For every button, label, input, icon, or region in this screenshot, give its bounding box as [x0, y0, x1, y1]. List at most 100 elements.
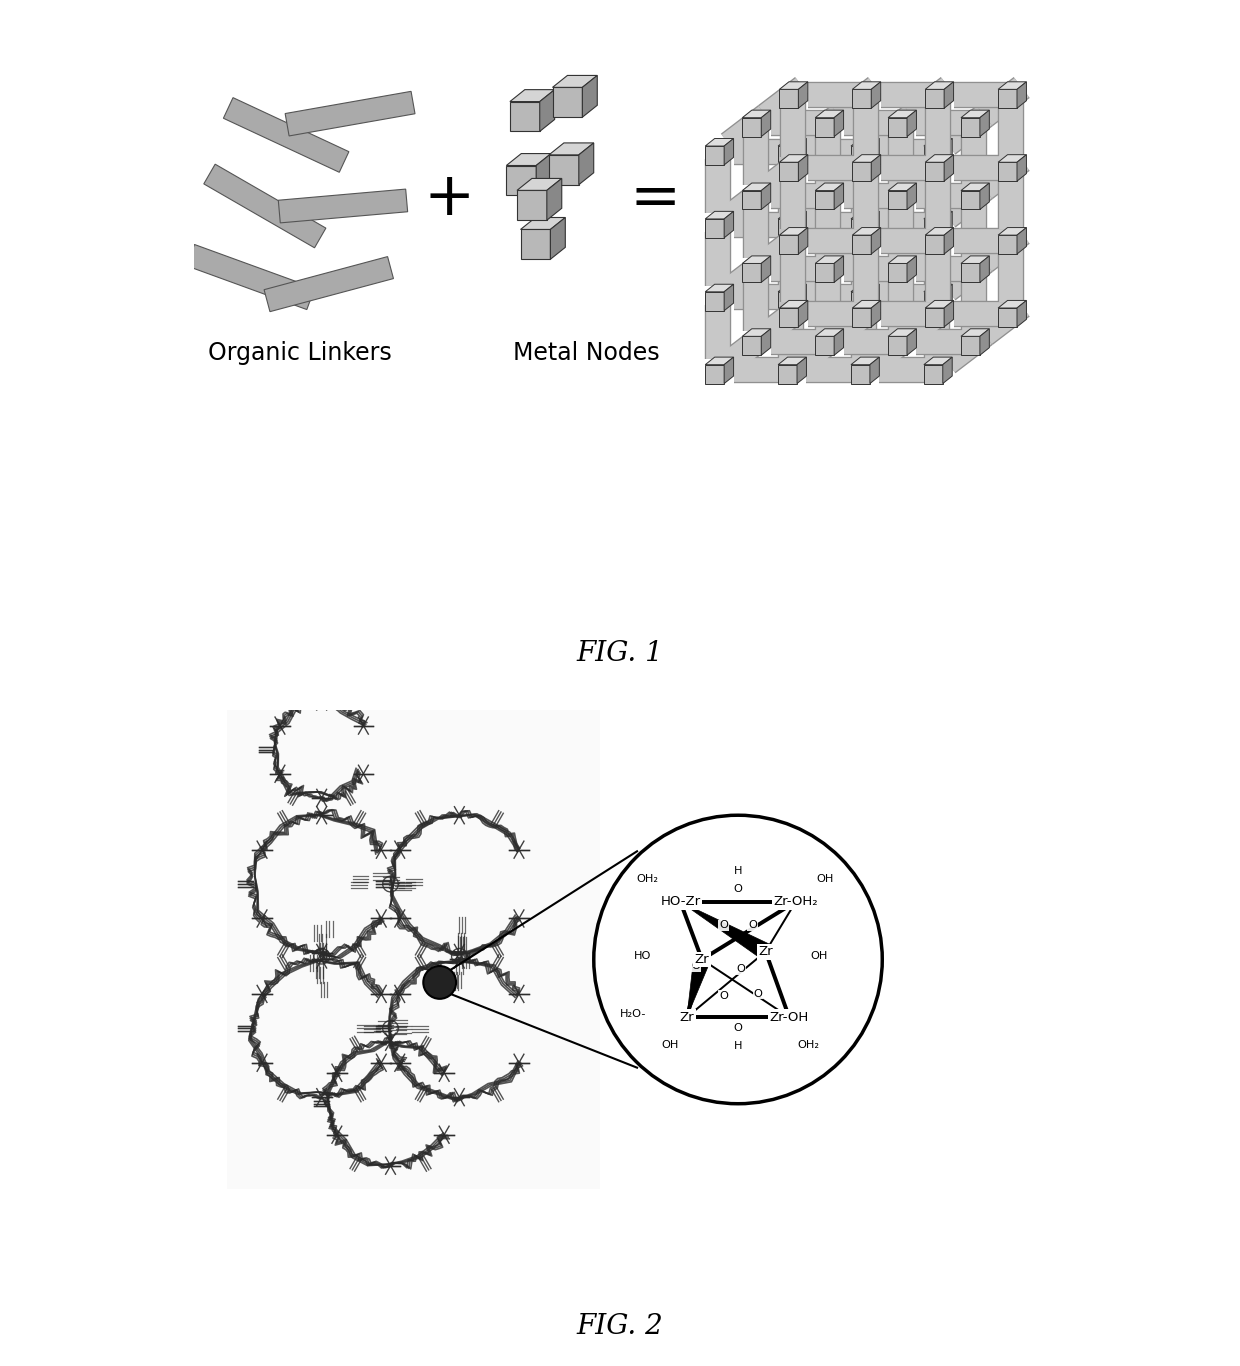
- Polygon shape: [743, 117, 761, 137]
- Polygon shape: [906, 183, 916, 209]
- Polygon shape: [706, 138, 734, 146]
- Polygon shape: [835, 329, 843, 355]
- Text: Organic Linkers: Organic Linkers: [208, 342, 392, 365]
- Text: +: +: [424, 169, 475, 228]
- Text: FIG. 1: FIG. 1: [577, 641, 663, 667]
- Polygon shape: [888, 264, 906, 283]
- Polygon shape: [506, 165, 536, 195]
- Polygon shape: [779, 292, 797, 310]
- Polygon shape: [872, 82, 880, 108]
- Polygon shape: [706, 292, 724, 310]
- Polygon shape: [1017, 82, 1027, 108]
- Polygon shape: [815, 264, 835, 283]
- Text: OH: OH: [662, 1040, 680, 1049]
- Polygon shape: [549, 143, 594, 154]
- Text: Metal Nodes: Metal Nodes: [513, 342, 660, 365]
- Text: O: O: [734, 1023, 743, 1033]
- Polygon shape: [510, 90, 554, 101]
- Text: HO: HO: [635, 951, 652, 962]
- Text: FIG. 2: FIG. 2: [577, 1313, 663, 1340]
- Polygon shape: [872, 228, 880, 254]
- Polygon shape: [924, 292, 942, 310]
- Polygon shape: [203, 164, 326, 247]
- Polygon shape: [743, 336, 761, 355]
- Polygon shape: [815, 111, 843, 117]
- Polygon shape: [942, 284, 952, 310]
- Text: Zr-OH₂: Zr-OH₂: [774, 895, 818, 908]
- Polygon shape: [815, 336, 835, 355]
- Polygon shape: [264, 257, 393, 311]
- Polygon shape: [799, 82, 807, 108]
- Polygon shape: [799, 301, 807, 326]
- Text: OH₂: OH₂: [797, 1040, 820, 1049]
- Text: Zr-OH: Zr-OH: [770, 1011, 808, 1023]
- Polygon shape: [944, 82, 954, 108]
- Polygon shape: [961, 336, 980, 355]
- Text: OH: OH: [817, 874, 835, 884]
- Polygon shape: [944, 301, 954, 326]
- Polygon shape: [799, 154, 807, 182]
- Text: O: O: [734, 884, 743, 893]
- Polygon shape: [687, 958, 711, 1018]
- Polygon shape: [799, 228, 807, 254]
- Circle shape: [594, 816, 883, 1104]
- Polygon shape: [906, 111, 916, 137]
- Polygon shape: [852, 163, 872, 182]
- Polygon shape: [924, 219, 942, 238]
- Polygon shape: [942, 138, 952, 165]
- Polygon shape: [815, 329, 843, 336]
- Polygon shape: [925, 307, 944, 326]
- Polygon shape: [743, 329, 771, 336]
- Polygon shape: [888, 111, 916, 117]
- Polygon shape: [980, 255, 990, 283]
- Polygon shape: [797, 284, 806, 310]
- Polygon shape: [906, 329, 916, 355]
- Polygon shape: [779, 146, 797, 165]
- Polygon shape: [942, 212, 952, 238]
- Polygon shape: [870, 212, 879, 238]
- Polygon shape: [743, 183, 771, 191]
- Polygon shape: [925, 163, 944, 182]
- Polygon shape: [851, 146, 870, 165]
- Text: Zr: Zr: [758, 945, 773, 958]
- Polygon shape: [925, 89, 944, 108]
- Polygon shape: [521, 217, 565, 229]
- Polygon shape: [888, 191, 906, 209]
- Circle shape: [423, 966, 456, 999]
- Polygon shape: [851, 138, 879, 146]
- Polygon shape: [924, 146, 942, 165]
- Polygon shape: [724, 357, 734, 384]
- Polygon shape: [536, 153, 551, 195]
- Polygon shape: [835, 183, 843, 209]
- Polygon shape: [553, 75, 598, 87]
- Polygon shape: [815, 183, 843, 191]
- Polygon shape: [797, 212, 806, 238]
- Polygon shape: [980, 111, 990, 137]
- Polygon shape: [870, 357, 879, 384]
- Polygon shape: [851, 365, 870, 384]
- Polygon shape: [851, 357, 879, 365]
- Polygon shape: [780, 301, 807, 307]
- Polygon shape: [872, 154, 880, 182]
- Polygon shape: [761, 183, 771, 209]
- Polygon shape: [743, 111, 771, 117]
- Polygon shape: [924, 284, 952, 292]
- Polygon shape: [743, 264, 761, 283]
- Polygon shape: [888, 183, 916, 191]
- Polygon shape: [761, 255, 771, 283]
- Polygon shape: [888, 329, 916, 336]
- Polygon shape: [779, 212, 806, 219]
- Polygon shape: [925, 228, 954, 235]
- Polygon shape: [852, 154, 880, 163]
- Polygon shape: [706, 146, 724, 165]
- Text: HO-Zr: HO-Zr: [660, 895, 701, 908]
- Polygon shape: [961, 329, 990, 336]
- Polygon shape: [961, 183, 990, 191]
- Polygon shape: [761, 111, 771, 137]
- Text: H₂O-: H₂O-: [620, 1009, 646, 1019]
- Polygon shape: [944, 228, 954, 254]
- Polygon shape: [851, 292, 870, 310]
- Polygon shape: [681, 902, 770, 959]
- Polygon shape: [1017, 154, 1027, 182]
- Polygon shape: [780, 307, 799, 326]
